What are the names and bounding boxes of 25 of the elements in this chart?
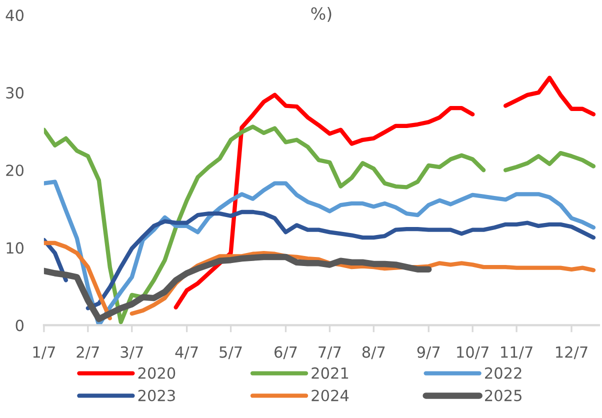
x-tick-label: 4/7 xyxy=(175,346,198,360)
y-tick-label: 10 xyxy=(6,242,24,254)
x-tick-label: 6/7 xyxy=(274,346,297,360)
line-series xyxy=(44,180,596,326)
legend-label: 2023 xyxy=(138,390,175,402)
y-tick-label: 0 xyxy=(16,320,24,332)
legend-label: 2020 xyxy=(138,367,176,379)
y-tick-label: 20 xyxy=(6,164,24,176)
x-tick-label: 12/7 xyxy=(556,346,588,360)
x-tick-label: 3/7 xyxy=(120,346,143,360)
legend-label: 2022 xyxy=(485,367,522,379)
x-tick-label: 7/7 xyxy=(318,346,341,360)
x-tick-label: 11/7 xyxy=(501,346,532,360)
x-tick-label: 8/7 xyxy=(362,346,385,360)
legend-label: 2021 xyxy=(312,367,348,379)
y-tick-label: 40 xyxy=(6,10,24,22)
x-tick-label: 2/7 xyxy=(76,346,99,360)
legend-label: 2025 xyxy=(485,390,522,402)
chart-title: %) xyxy=(311,7,332,22)
x-tick-label: 10/7 xyxy=(457,346,488,360)
y-tick-label: 30 xyxy=(6,87,24,99)
x-tick-label: 5/7 xyxy=(220,346,242,360)
legend-label: 2024 xyxy=(312,390,349,402)
x-tick-label: 9/7 xyxy=(417,346,440,360)
x-tick-label: 1/7 xyxy=(33,346,55,360)
